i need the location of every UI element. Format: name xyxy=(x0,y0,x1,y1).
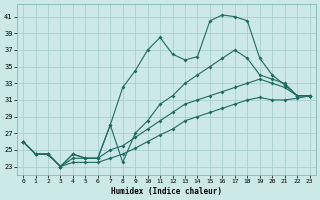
X-axis label: Humidex (Indice chaleur): Humidex (Indice chaleur) xyxy=(111,187,222,196)
